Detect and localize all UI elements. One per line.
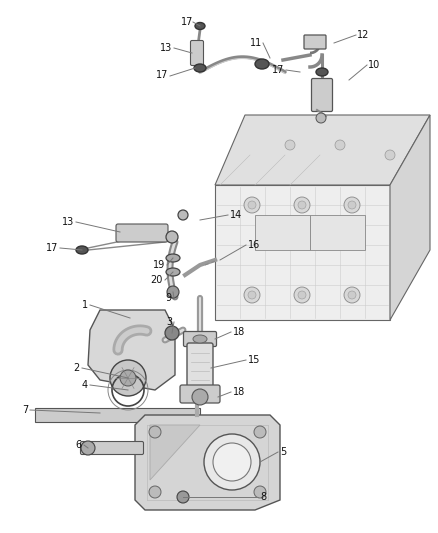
Text: 12: 12 <box>357 30 369 40</box>
Circle shape <box>167 286 179 298</box>
Text: 7: 7 <box>22 405 28 415</box>
Text: 15: 15 <box>248 355 260 365</box>
Ellipse shape <box>316 68 328 76</box>
Text: 4: 4 <box>82 380 88 390</box>
Ellipse shape <box>255 59 269 69</box>
FancyBboxPatch shape <box>180 385 220 403</box>
Circle shape <box>248 291 256 299</box>
FancyBboxPatch shape <box>116 224 168 242</box>
Circle shape <box>192 389 208 405</box>
Circle shape <box>285 140 295 150</box>
Polygon shape <box>150 425 200 480</box>
Ellipse shape <box>166 268 180 276</box>
FancyBboxPatch shape <box>184 332 216 346</box>
Circle shape <box>254 426 266 438</box>
Text: 18: 18 <box>233 327 245 337</box>
Circle shape <box>248 201 256 209</box>
Ellipse shape <box>193 335 207 343</box>
Circle shape <box>316 113 326 123</box>
Circle shape <box>298 291 306 299</box>
Text: 2: 2 <box>74 363 80 373</box>
Circle shape <box>385 150 395 160</box>
Text: 6: 6 <box>76 440 82 450</box>
FancyBboxPatch shape <box>191 41 204 66</box>
FancyBboxPatch shape <box>304 35 326 49</box>
Text: 19: 19 <box>153 260 165 270</box>
Text: 17: 17 <box>46 243 58 253</box>
Text: 18: 18 <box>233 387 245 397</box>
Polygon shape <box>88 310 175 390</box>
Ellipse shape <box>195 22 205 29</box>
Polygon shape <box>390 115 430 320</box>
Circle shape <box>166 231 178 243</box>
Ellipse shape <box>194 64 206 72</box>
Polygon shape <box>135 415 280 510</box>
Text: 13: 13 <box>62 217 74 227</box>
Text: 11: 11 <box>250 38 262 48</box>
Circle shape <box>120 370 136 386</box>
Circle shape <box>244 197 260 213</box>
Circle shape <box>213 443 251 481</box>
Polygon shape <box>215 185 390 320</box>
FancyBboxPatch shape <box>311 78 332 111</box>
Circle shape <box>254 486 266 498</box>
Text: 17: 17 <box>155 70 168 80</box>
Polygon shape <box>35 408 200 422</box>
Ellipse shape <box>166 254 180 262</box>
Circle shape <box>348 201 356 209</box>
Text: 8: 8 <box>260 492 266 502</box>
Circle shape <box>294 197 310 213</box>
Circle shape <box>178 210 188 220</box>
FancyBboxPatch shape <box>187 343 213 389</box>
Text: 1: 1 <box>82 300 88 310</box>
Bar <box>255 215 310 250</box>
Text: 16: 16 <box>248 240 260 250</box>
Circle shape <box>348 291 356 299</box>
Text: 20: 20 <box>151 275 163 285</box>
Text: 3: 3 <box>166 317 172 327</box>
Circle shape <box>294 287 310 303</box>
Circle shape <box>204 434 260 490</box>
Circle shape <box>110 360 146 396</box>
Text: 5: 5 <box>280 447 286 457</box>
Circle shape <box>165 326 179 340</box>
Circle shape <box>335 140 345 150</box>
Text: 14: 14 <box>230 210 242 220</box>
Circle shape <box>81 441 95 455</box>
Text: 10: 10 <box>368 60 380 70</box>
FancyBboxPatch shape <box>81 441 144 455</box>
Text: 9: 9 <box>166 293 172 303</box>
Circle shape <box>244 287 260 303</box>
Circle shape <box>344 197 360 213</box>
Circle shape <box>344 287 360 303</box>
Text: 17: 17 <box>180 17 193 27</box>
Text: 17: 17 <box>272 65 284 75</box>
Bar <box>310 215 365 250</box>
Circle shape <box>149 486 161 498</box>
Ellipse shape <box>76 246 88 254</box>
Circle shape <box>149 426 161 438</box>
Text: 13: 13 <box>160 43 172 53</box>
Circle shape <box>298 201 306 209</box>
Polygon shape <box>215 115 430 185</box>
Circle shape <box>177 491 189 503</box>
